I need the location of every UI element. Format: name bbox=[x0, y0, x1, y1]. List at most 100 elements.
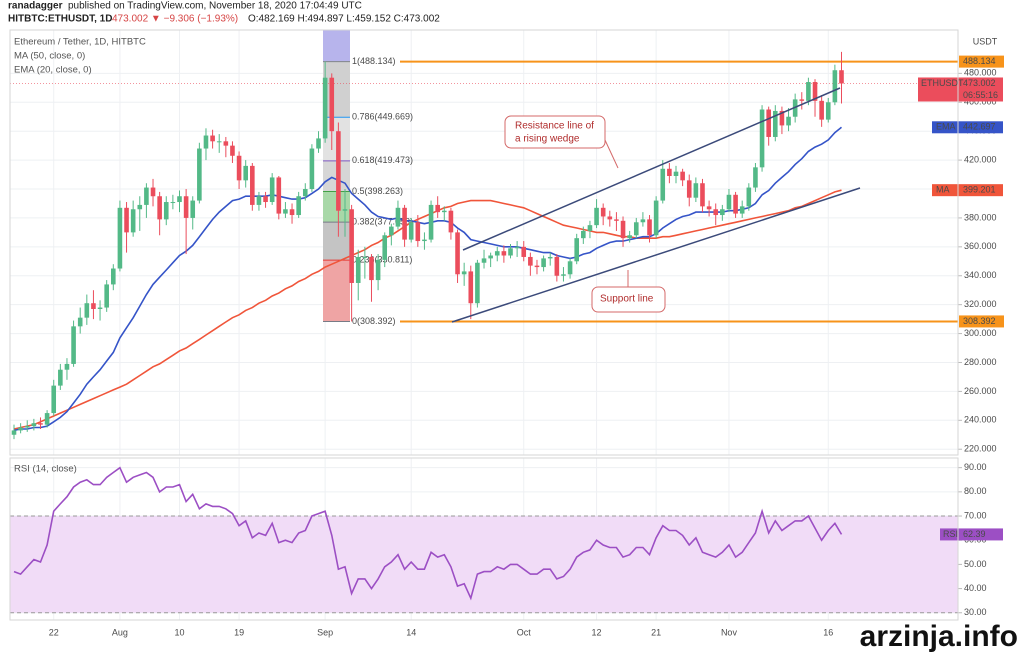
candle-body bbox=[488, 255, 493, 259]
candle-body bbox=[104, 284, 109, 308]
candle-body bbox=[296, 196, 301, 216]
candle-body bbox=[435, 204, 440, 213]
candle-body bbox=[177, 196, 182, 203]
candle-body bbox=[468, 271, 474, 304]
candle-body bbox=[753, 167, 758, 188]
fib-band bbox=[323, 61, 350, 118]
candle-body bbox=[819, 100, 824, 120]
candle-body bbox=[289, 209, 295, 216]
y-tick-label: 480.000 bbox=[964, 68, 997, 78]
candle-body bbox=[77, 317, 83, 327]
price-change: 473.002 ▼ −9.306 (−1.93%) bbox=[112, 14, 238, 25]
candle-body bbox=[223, 141, 229, 146]
candle-body bbox=[640, 219, 646, 223]
support-note: Support line bbox=[600, 294, 654, 305]
y-tick-label: 220.000 bbox=[964, 444, 997, 454]
candle-body bbox=[210, 135, 215, 142]
candle-body bbox=[283, 209, 288, 214]
candle-body bbox=[786, 116, 791, 126]
candle-body bbox=[197, 148, 202, 201]
series-value: 442.697 bbox=[963, 122, 996, 132]
last-price-symbol: ETHUSDT bbox=[921, 78, 964, 88]
candle-body bbox=[322, 77, 328, 139]
candle-body bbox=[203, 135, 209, 149]
candle-body bbox=[355, 256, 361, 283]
y-tick-label: 460.000 bbox=[964, 97, 997, 107]
series-line bbox=[13, 189, 842, 430]
x-tick-label: 19 bbox=[234, 627, 244, 637]
level-label: 308.392 bbox=[963, 316, 996, 326]
fib-label: 1(488.134) bbox=[352, 56, 396, 66]
candle-body bbox=[706, 206, 712, 210]
candle-body bbox=[382, 235, 388, 260]
fib-band bbox=[323, 222, 350, 261]
candle-body bbox=[190, 200, 196, 218]
candle-body bbox=[97, 307, 103, 309]
candle-body bbox=[739, 206, 745, 214]
candle-body bbox=[236, 155, 242, 181]
legend-entry: EMA (20, close, 0) bbox=[14, 65, 92, 76]
candle-body bbox=[806, 82, 811, 101]
author: ranadagger bbox=[8, 1, 63, 12]
candle-body bbox=[627, 235, 632, 239]
candle-body bbox=[124, 207, 129, 233]
fib-label: 0.236(350.811) bbox=[352, 254, 412, 264]
last-price-value: 473.002 bbox=[963, 78, 996, 88]
resistance-note: a rising wedge bbox=[515, 134, 580, 145]
rsi-tag-box bbox=[940, 528, 1003, 541]
x-tick-label: 10 bbox=[174, 627, 184, 637]
x-tick-label: Sep bbox=[317, 627, 333, 637]
candle-body bbox=[461, 271, 467, 275]
rsi-tag: RSI bbox=[943, 529, 958, 539]
series-line bbox=[13, 126, 843, 432]
legend-entry: MA (50, close, 0) bbox=[14, 51, 85, 62]
countdown: 06:55:16 bbox=[963, 90, 998, 100]
rsi-title: RSI (14, close) bbox=[14, 464, 77, 475]
fib-label: 0.786(449.669) bbox=[352, 112, 413, 122]
candle-body bbox=[455, 232, 460, 275]
published: published on TradingView.com, November 1… bbox=[68, 1, 362, 12]
candle-body bbox=[44, 413, 50, 425]
candle-body bbox=[581, 230, 586, 239]
candle-body bbox=[24, 426, 30, 428]
candle-body bbox=[402, 207, 407, 240]
last-price-box bbox=[918, 77, 1003, 102]
candle-body bbox=[667, 168, 672, 177]
time-highlight bbox=[323, 30, 350, 61]
price-pane-border bbox=[9, 29, 959, 456]
candle-body bbox=[812, 82, 818, 101]
candle-body bbox=[395, 207, 401, 227]
x-tick-label: 22 bbox=[49, 627, 59, 637]
candle-body bbox=[832, 70, 838, 103]
candle-body bbox=[170, 202, 176, 204]
candle-body bbox=[428, 204, 434, 240]
y-tick-label: 90.00 bbox=[964, 462, 987, 472]
series-tag-box bbox=[932, 184, 1003, 197]
candle-body bbox=[607, 216, 613, 220]
candle-body bbox=[18, 427, 23, 431]
resistance-trendline bbox=[462, 87, 841, 251]
y-tick-label: 240.000 bbox=[964, 415, 997, 425]
support-trendline bbox=[451, 187, 861, 323]
candle-body bbox=[309, 148, 315, 190]
resistance-note-pointer bbox=[604, 139, 619, 169]
rsi-band bbox=[10, 516, 958, 613]
rsi-line bbox=[13, 466, 843, 601]
candle-body bbox=[256, 196, 262, 205]
x-tick-label: 21 bbox=[651, 627, 661, 637]
candle-body bbox=[422, 239, 427, 242]
candle-body bbox=[38, 423, 43, 425]
x-tick-label: Nov bbox=[721, 627, 738, 637]
watermark: arzinja.info bbox=[860, 620, 1018, 653]
level-label-box bbox=[959, 55, 1004, 68]
y-tick-label: 70.00 bbox=[964, 510, 987, 520]
candle-body bbox=[481, 258, 487, 263]
candle-body bbox=[521, 246, 527, 257]
candle-body bbox=[825, 102, 831, 120]
symbol: HITBTC:ETHUSDT, 1D bbox=[8, 14, 112, 25]
candle-body bbox=[150, 187, 156, 197]
candle-body bbox=[269, 177, 275, 203]
candle-body bbox=[329, 77, 335, 132]
candle-body bbox=[514, 246, 520, 249]
